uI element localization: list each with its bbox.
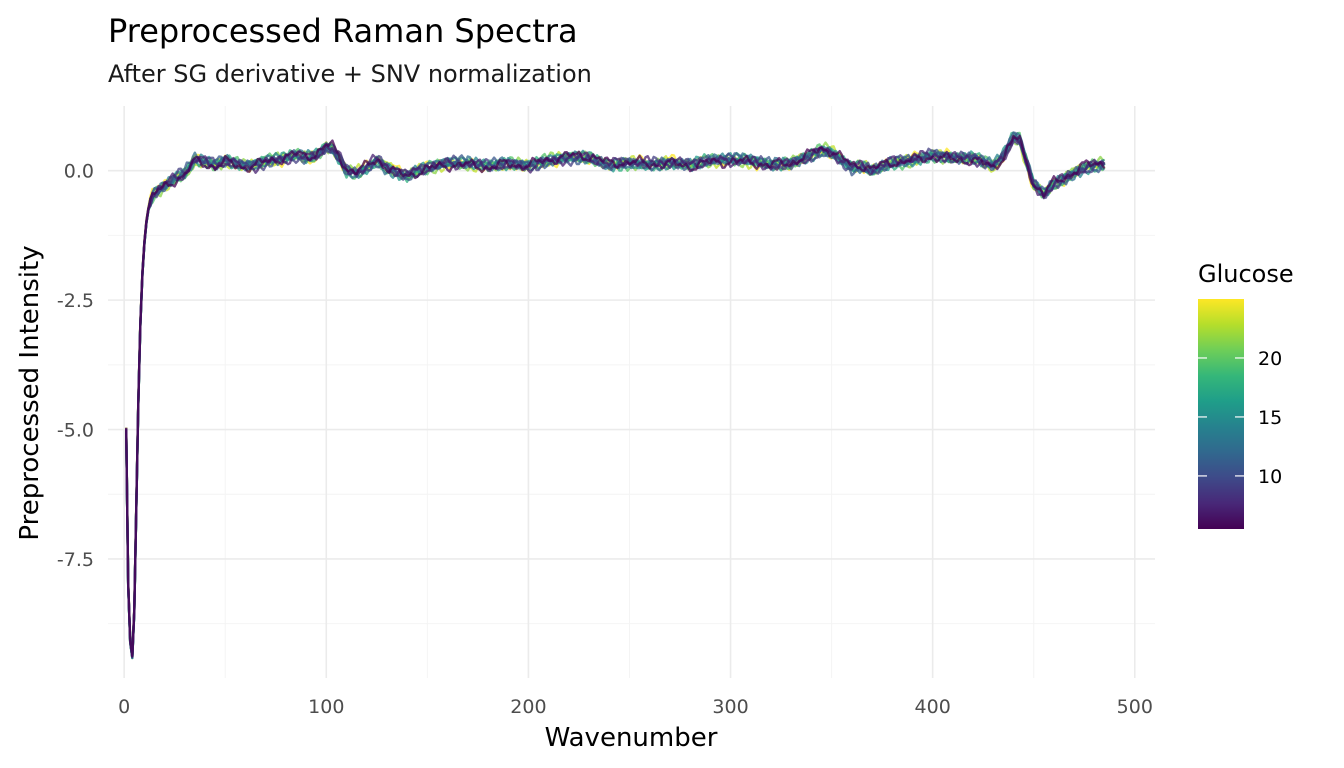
- color-legend: Glucose 10 15 20: [1198, 260, 1294, 529]
- spectrum-line: [125, 132, 1106, 659]
- spectrum-line: [125, 137, 1106, 659]
- x-tick-label: 500: [1117, 696, 1153, 718]
- legend-tick-label: 15: [1258, 407, 1282, 429]
- y-tick-label: 0.0: [64, 161, 94, 183]
- spectrum-line: [125, 140, 1106, 658]
- x-tick-label: 300: [712, 696, 748, 718]
- spectrum-line: [125, 134, 1106, 657]
- x-axis-title: Wavenumber: [545, 723, 718, 753]
- spectrum-line: [125, 136, 1106, 659]
- spectrum-line: [125, 131, 1106, 660]
- spectrum-line: [125, 134, 1106, 657]
- y-tick-label: -5.0: [57, 420, 94, 442]
- chart-title: Preprocessed Raman Spectra: [108, 12, 578, 50]
- spectrum-line: [125, 131, 1105, 659]
- x-tick-label: 0: [118, 696, 130, 718]
- spectra-lines: [125, 131, 1106, 660]
- x-tick-label: 200: [510, 696, 546, 718]
- spectrum-line: [125, 138, 1105, 659]
- x-tick-label: 400: [915, 696, 951, 718]
- y-axis-ticks: 0.0 -2.5 -5.0 -7.5: [57, 161, 94, 571]
- y-axis-title: Preprocessed Intensity: [15, 245, 45, 540]
- spectrum-line: [125, 134, 1106, 658]
- gridlines: [108, 106, 1155, 678]
- chart-subtitle: After SG derivative + SNV normalization: [108, 60, 592, 88]
- legend-tick-label: 20: [1258, 348, 1282, 370]
- spectrum-line: [125, 131, 1106, 660]
- colorbar: [1198, 299, 1244, 529]
- spectrum-line: [125, 136, 1106, 657]
- y-tick-label: -2.5: [57, 290, 94, 312]
- x-axis-ticks: 0 100 200 300 400 500: [118, 696, 1153, 718]
- legend-title: Glucose: [1198, 260, 1294, 288]
- legend-tick-label: 10: [1258, 466, 1282, 488]
- y-tick-label: -7.5: [57, 549, 94, 571]
- x-tick-label: 100: [308, 696, 344, 718]
